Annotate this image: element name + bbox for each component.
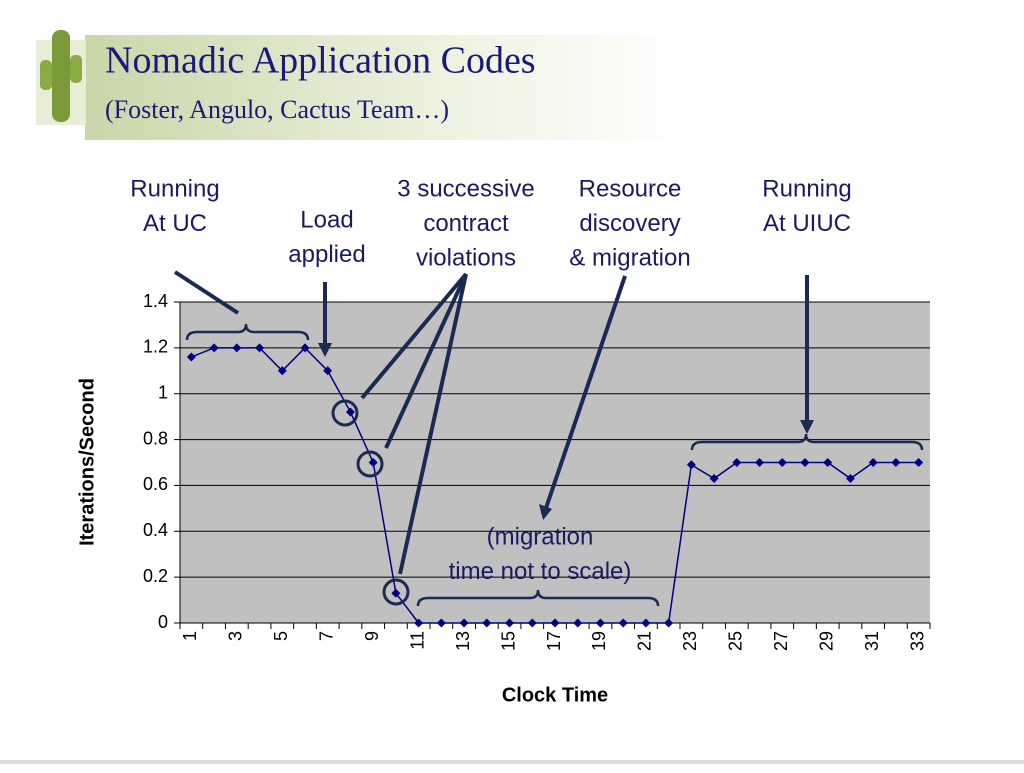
data-point [595, 618, 605, 628]
data-point [505, 618, 515, 628]
data-point [368, 458, 378, 467]
annotation-text: violations [416, 244, 516, 271]
annotation-text: Resource [579, 175, 682, 202]
data-point [573, 618, 583, 628]
highlight-circle [382, 578, 410, 606]
data-point [868, 458, 878, 467]
annotation-text: Running [130, 175, 219, 202]
data-point [527, 618, 537, 628]
x-tick-label: 7 [316, 631, 336, 641]
arrowhead [800, 420, 814, 434]
x-tick-label: 27 [771, 631, 791, 651]
title-banner [85, 35, 685, 140]
x-tick-label: 1 [180, 631, 200, 641]
annotation-text: discovery [579, 210, 680, 237]
annotation-text: (migration [487, 523, 594, 550]
data-point [709, 474, 719, 484]
x-tick-label: 9 [362, 631, 382, 641]
data-point [391, 588, 401, 598]
data-point [755, 458, 765, 467]
data-point [777, 458, 787, 467]
x-tick-label: 21 [635, 631, 655, 651]
data-point [800, 458, 810, 467]
data-point [232, 343, 242, 353]
arrow [360, 272, 468, 400]
annotation-text: time not to scale) [449, 558, 632, 585]
data-point [459, 618, 469, 628]
brace [690, 433, 924, 451]
y-tick-label: 1 [158, 382, 168, 402]
data-point [914, 458, 924, 467]
y-tick-label: 0.2 [143, 566, 168, 586]
x-tick-label: 11 [407, 631, 427, 650]
annotation-text: At UIUC [763, 210, 851, 237]
arrow [544, 275, 627, 509]
x-tick-label: 15 [498, 631, 518, 651]
annotation-text: Load [300, 206, 353, 233]
data-point [345, 407, 355, 417]
logo [36, 30, 86, 125]
arrowhead [539, 504, 552, 520]
annotation-text: 3 successive [397, 175, 534, 202]
data-point [891, 458, 901, 467]
data-point [255, 343, 265, 353]
x-axis-label: Clock Time [502, 684, 608, 706]
y-tick-label: 1.4 [143, 291, 168, 311]
arrow [384, 273, 468, 449]
x-tick-label: 3 [226, 631, 246, 641]
y-tick-label: 1.2 [143, 337, 168, 357]
x-tick-label: 33 [907, 631, 927, 651]
arrow [173, 270, 240, 315]
annotation-text: At UC [143, 210, 207, 237]
data-point [845, 474, 855, 484]
x-tick-label: 23 [680, 631, 700, 651]
x-tick-label: 5 [271, 631, 291, 641]
data-point [550, 618, 560, 628]
data-point [641, 618, 651, 628]
data-point [686, 460, 696, 470]
x-tick-label: 13 [453, 631, 473, 651]
data-point [277, 366, 287, 376]
arrowhead [318, 343, 332, 357]
data-point [732, 458, 742, 467]
y-tick-label: 0 [158, 612, 168, 632]
data-point [618, 618, 628, 628]
data-point [186, 352, 196, 362]
slide-subtitle: (Foster, Angulo, Cactus Team…) [105, 95, 449, 124]
annotation-text: applied [288, 241, 365, 268]
data-point [823, 458, 833, 467]
data-point [414, 618, 424, 628]
y-tick-label: 0.6 [143, 474, 168, 494]
annotation-text: Running [762, 175, 851, 202]
data-point [209, 343, 219, 353]
annotation-shapes [173, 270, 924, 607]
y-tick-label: 0.8 [143, 428, 168, 448]
annotation-text: contract [423, 210, 509, 237]
annotation-text: & migration [569, 244, 690, 271]
slide-title: Nomadic Application Codes [105, 40, 536, 82]
data-point [664, 618, 674, 628]
plot [186, 343, 924, 628]
data-point [436, 618, 446, 628]
data-point [300, 343, 310, 353]
brace [185, 323, 310, 341]
x-tick-label: 31 [862, 631, 882, 651]
grid: 00.20.40.60.811.21.41 3 5 7 9 11 13 15 17 19 21 23 2… [143, 291, 931, 651]
y-axis-label: Iterations/Second [76, 378, 98, 546]
highlight-circle [331, 399, 359, 427]
brace [416, 589, 660, 607]
x-tick-label: 19 [589, 631, 609, 651]
x-tick-label: 25 [726, 631, 746, 651]
data-point [323, 366, 333, 376]
y-tick-label: 0.4 [143, 520, 168, 540]
data-point [482, 618, 492, 628]
x-tick-label: 17 [544, 631, 564, 651]
x-tick-label: 29 [816, 631, 836, 651]
highlight-circle [356, 450, 384, 478]
annotations: Running At UC Load applied 3 successive contr… [130, 175, 851, 585]
arrow [398, 273, 468, 575]
